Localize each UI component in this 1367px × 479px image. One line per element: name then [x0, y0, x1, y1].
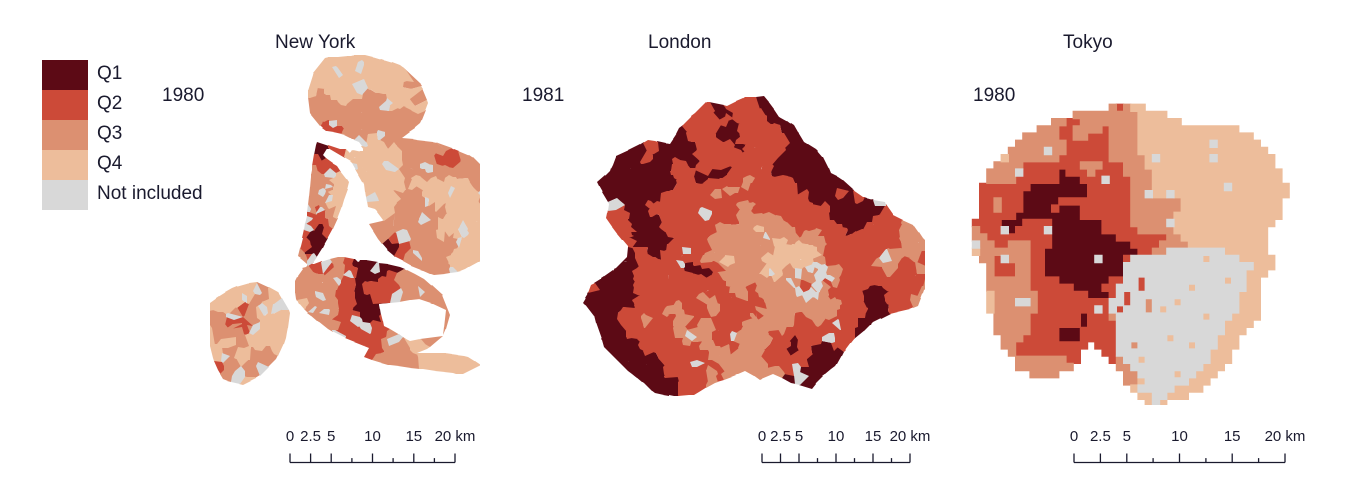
svg-text:2.5: 2.5	[770, 428, 791, 445]
svg-text:15: 15	[1224, 428, 1241, 445]
svg-text:15: 15	[405, 428, 422, 445]
svg-text:2.5: 2.5	[300, 428, 321, 445]
svg-text:20 km: 20 km	[1265, 428, 1306, 445]
svg-text:5: 5	[1123, 428, 1131, 445]
svg-text:10: 10	[1171, 428, 1188, 445]
svg-text:0: 0	[286, 428, 294, 445]
svg-text:2.5: 2.5	[1090, 428, 1111, 445]
svg-text:0: 0	[758, 428, 766, 445]
svg-text:10: 10	[364, 428, 381, 445]
svg-text:20 km: 20 km	[890, 428, 931, 445]
svg-text:5: 5	[795, 428, 803, 445]
svg-text:10: 10	[828, 428, 845, 445]
svg-text:0: 0	[1070, 428, 1078, 445]
svg-text:5: 5	[327, 428, 335, 445]
svg-text:15: 15	[865, 428, 882, 445]
svg-text:20 km: 20 km	[435, 428, 476, 445]
